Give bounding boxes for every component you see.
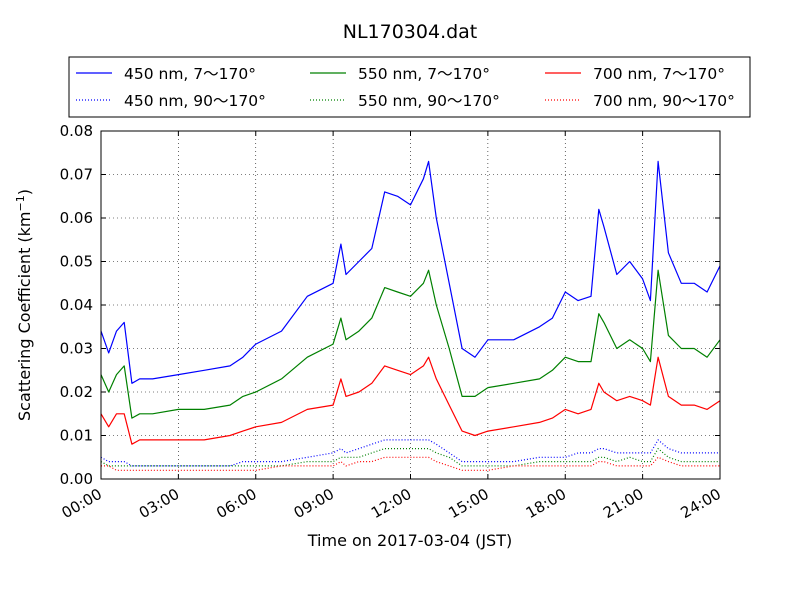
legend-label-4: 700 nm, 7～170° — [593, 65, 725, 83]
y-tick-label: 0.00 — [60, 470, 93, 488]
series-line-5 — [101, 456, 720, 471]
series-line-0 — [100, 160, 721, 384]
y-tick-label: 0.03 — [60, 340, 93, 358]
y-axis-label: Scattering Coefficient (km−1) — [14, 189, 34, 421]
series-line-1 — [100, 439, 720, 467]
y-tick-label: 0.08 — [60, 122, 93, 140]
y-axis: 0.00 0.01 0.02 0.03 0.04 0.05 0.06 0.07 0.08 — [60, 122, 720, 488]
series-line-2 — [100, 269, 721, 419]
y-tick-label: 0.01 — [60, 427, 93, 445]
legend-box — [68, 56, 751, 118]
y-axis-label-tail: ) — [15, 189, 34, 195]
y-axis-label-main: Scattering Coefficient (km — [15, 211, 34, 421]
x-axis-label: Time on 2017-03-04 (JST) — [307, 531, 512, 550]
y-axis-label-superscript: −1 — [14, 195, 27, 211]
chart-title: NL170304.dat — [343, 21, 478, 43]
y-tick-label: 0.04 — [60, 296, 93, 314]
y-tick-label: 0.07 — [60, 166, 93, 184]
series-line-4 — [100, 356, 721, 445]
y-tick-label: 0.06 — [60, 209, 93, 227]
legend-label-2: 550 nm, 7～170° — [358, 65, 490, 83]
y-tick-label: 0.05 — [60, 253, 93, 271]
legend-label-3: 550 nm, 90～170° — [358, 92, 500, 110]
legend-label-1: 450 nm, 90～170° — [124, 92, 266, 110]
legend-label-0: 450 nm, 7～170° — [124, 65, 256, 83]
legend-label-5: 700 nm, 90～170° — [593, 92, 735, 110]
legend: 450 nm, 7～170° 550 nm, 7～170° 700 nm, 7～17… — [68, 56, 751, 118]
y-tick-label: 0.02 — [60, 383, 93, 401]
series-layer — [100, 160, 721, 471]
